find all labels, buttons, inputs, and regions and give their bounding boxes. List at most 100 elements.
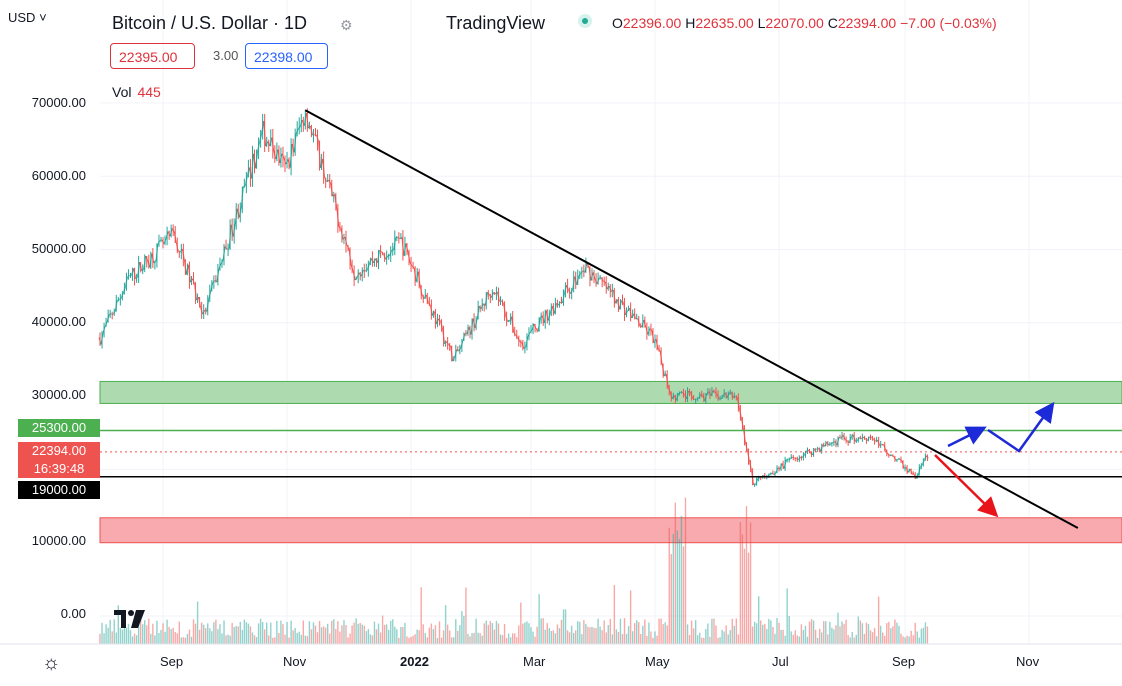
volume-bar [680, 516, 683, 644]
volume-bar [542, 618, 544, 644]
symbol-title[interactable]: Bitcoin / U.S. Dollar · 1D [112, 13, 308, 33]
volume-bar [863, 633, 866, 644]
volume-bar [697, 635, 699, 644]
volume-bar [418, 630, 420, 644]
volume-bar [652, 637, 654, 644]
volume-bar [715, 625, 717, 644]
volume-bar [843, 623, 845, 644]
volume-bar [829, 621, 831, 644]
candle-body [802, 454, 805, 458]
candle-body [238, 207, 242, 218]
candle-body [450, 345, 454, 362]
candle-body [356, 272, 360, 278]
volume-bar [188, 629, 191, 644]
volume-bar [575, 630, 577, 644]
candle-body [861, 436, 864, 440]
candle-body [846, 440, 850, 444]
candle-body [179, 248, 183, 253]
volume-bar [144, 620, 146, 644]
candle-body [401, 237, 405, 256]
candle-body [462, 333, 466, 342]
candle-body [117, 299, 120, 301]
volume-bar [329, 633, 331, 644]
volume-bar [131, 636, 134, 644]
candle-body [448, 344, 451, 347]
volume-bar [595, 628, 597, 644]
candle-body [342, 236, 346, 240]
volume-bar [408, 637, 410, 644]
volume-bar [347, 637, 349, 644]
volume-bar [536, 626, 538, 644]
volume-bar [615, 629, 618, 644]
candle-body [726, 392, 730, 398]
candle-body [169, 228, 173, 237]
volume-bar [662, 624, 664, 644]
candle-body [527, 332, 531, 337]
volume-bar [139, 611, 142, 644]
volume-bar [705, 629, 707, 644]
volume-bar [623, 618, 626, 644]
volume-bar [660, 618, 662, 644]
volume-bar [587, 626, 589, 644]
candle-body [165, 231, 169, 239]
volume-bar [227, 634, 229, 644]
drawings[interactable] [100, 109, 1122, 529]
volume-bar [800, 624, 803, 644]
currency-selector[interactable]: USD ˅ [8, 10, 47, 25]
candle-body [135, 276, 138, 280]
candle-body [564, 285, 567, 293]
candle-body [487, 292, 490, 296]
candle-body [181, 248, 185, 261]
gear-icon[interactable]: ⚙ [340, 17, 353, 33]
volume-bar [499, 634, 502, 644]
volume-bar [383, 624, 386, 644]
volume-bar [792, 634, 794, 644]
volume-bar [310, 629, 313, 644]
candle-body [820, 444, 824, 452]
tradingview-logo-icon[interactable] [112, 606, 148, 632]
market-status-icon[interactable] [578, 14, 592, 28]
candle-body [599, 277, 602, 279]
volume-bar [912, 635, 914, 644]
candle-body [755, 478, 759, 485]
volume-bar [902, 636, 904, 644]
sell-button[interactable]: 22395.00 [110, 43, 195, 69]
candle-body [275, 149, 279, 160]
candle-body [747, 450, 750, 463]
theme-toggle-icon[interactable]: ☼ [42, 652, 61, 674]
volume-bar [239, 621, 241, 644]
volume-bar [737, 634, 740, 644]
volume-bar [113, 619, 115, 644]
candle-body [537, 318, 541, 332]
candle-body [328, 179, 332, 184]
volume-bar [609, 618, 611, 644]
candle-body [735, 395, 738, 398]
volume-bar [493, 629, 496, 644]
volume-bar [432, 629, 435, 644]
volume-bar [412, 635, 414, 644]
volume-bar [682, 546, 685, 644]
candle-body [808, 449, 811, 454]
volume-bar [469, 636, 471, 644]
candle-body [570, 289, 574, 294]
candle-body [403, 243, 407, 256]
candle-body [458, 347, 462, 352]
candle-body [371, 258, 374, 264]
volume-bar [640, 634, 642, 644]
volume-bar [546, 623, 548, 644]
volume-bar [461, 610, 463, 644]
volume-bar [741, 534, 744, 644]
candle-body [529, 329, 533, 333]
volume-bar [552, 630, 555, 644]
candle-body [684, 394, 687, 400]
volume-bar [648, 622, 650, 644]
volume-bar [170, 629, 172, 644]
candle-body [667, 386, 671, 393]
candle-body [810, 452, 813, 456]
candle-body [710, 390, 714, 396]
candle-body [592, 272, 596, 280]
buy-button[interactable]: 22398.00 [245, 43, 328, 69]
candle-body [678, 391, 681, 395]
volume-bar [379, 632, 382, 644]
